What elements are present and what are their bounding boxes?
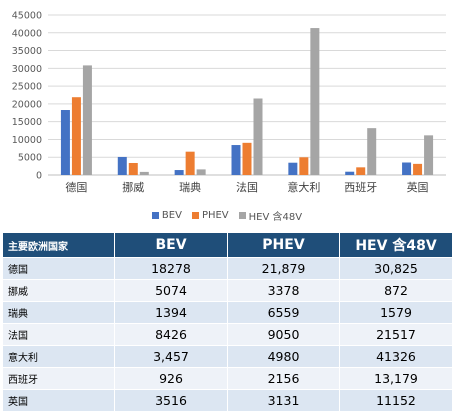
bar-bev [288,162,298,175]
y-tick-label: 15000 [12,117,42,128]
bar-phev [185,151,195,175]
cell-hev: 872 [339,279,453,302]
table-row: 意大利 3,457 4980 41326 [2,345,453,368]
x-tick-label: 挪威 [122,180,144,194]
cell-hev: 30,825 [339,257,453,280]
y-tick-label: 20000 [12,99,42,110]
legend-swatch [191,211,199,219]
y-tick-label: 30000 [12,64,42,75]
table-row: 挪威 5074 3378 872 [2,279,453,302]
bar-hev [310,28,320,175]
bar-bev [402,162,412,175]
bar-hev [82,65,92,175]
table-row: 瑞典 1394 6559 1579 [2,301,453,324]
bar-phev [242,142,252,175]
y-tick-label: 45000 [12,11,42,22]
cell-country: 英国 [2,389,115,412]
table-row: 英国 3516 3131 11152 [2,389,453,412]
legend-swatch [238,211,246,219]
cell-country: 意大利 [2,345,115,368]
x-tick-label: 瑞典 [179,180,201,194]
y-tick-label: 40000 [12,28,42,39]
x-tick-label: 意大利 [287,180,320,194]
cell-country: 挪威 [2,279,115,302]
legend-item: BEV [151,209,182,221]
bar-bev [60,110,70,175]
cell-hev: 1579 [339,301,453,324]
y-tick-label: 10000 [12,135,42,146]
table-header-row: 主要欧洲国家 BEV PHEV HEV 含48V [2,232,453,258]
y-tick-label: 5000 [18,153,42,164]
cell-bev: 18278 [114,257,228,280]
bar-hev [424,135,434,175]
cell-phev: 2156 [227,367,340,390]
cell-country: 瑞典 [2,301,115,324]
bar-chart: 0 5000 10000 15000 20000 25000 30000 35000 40000… [0,11,454,223]
cell-country: 德国 [2,257,115,280]
chart-plot: 0 5000 10000 15000 20000 25000 30000 35000 40000… [12,11,446,194]
legend-item: PHEV [191,209,229,221]
column-header-hev: HEV 含48V [339,232,453,258]
cell-country: 法国 [2,323,115,346]
x-tick-label: 法国 [236,180,258,194]
bar-phev [356,167,366,175]
x-tick-label: 西班牙 [344,181,377,194]
y-tick-label: 0 [36,171,42,182]
bar-bev [174,170,184,175]
legend-swatch [151,211,159,219]
table-row: 德国 18278 21,879 30,825 [2,257,453,280]
cell-country: 西班牙 [2,367,115,390]
y-tick-label: 25000 [12,82,42,93]
cell-phev: 9050 [227,323,340,346]
bar-phev [128,162,138,175]
bar-hev [196,169,206,175]
cell-hev: 21517 [339,323,453,346]
cell-bev: 926 [114,367,228,390]
cell-phev: 4980 [227,345,340,368]
cell-hev: 11152 [339,389,453,412]
chart-legend: BEV PHEV HEV 含48V [0,208,454,223]
cell-phev: 3378 [227,279,340,302]
x-tick-label: 英国 [407,180,429,194]
bar-phev [413,163,423,175]
x-tick-label: 德国 [65,180,87,194]
bar-hev [253,98,263,175]
column-header-bev: BEV [114,232,228,258]
cell-phev: 6559 [227,301,340,324]
bar-bev [231,145,241,175]
cell-phev: 21,879 [227,257,340,280]
bar-phev [299,157,309,175]
cell-bev: 1394 [114,301,228,324]
legend-label: HEV 含48V [248,211,303,223]
bar-bev [345,171,355,175]
column-header-country: 主要欧洲国家 [2,232,115,258]
cell-hev: 41326 [339,345,453,368]
cell-bev: 3,457 [114,345,228,368]
column-header-phev: PHEV [227,232,340,258]
table-row: 西班牙 926 2156 13,179 [2,367,453,390]
bar-phev [71,97,81,175]
cell-bev: 5074 [114,279,228,302]
legend-label: BEV [161,209,182,221]
cell-bev: 8426 [114,323,228,346]
bar-hev [139,171,149,175]
cell-hev: 13,179 [339,367,453,390]
bar-hev [367,128,377,175]
cell-phev: 3131 [227,389,340,412]
y-tick-label: 35000 [12,46,42,57]
bar-bev [117,156,127,175]
data-table: 主要欧洲国家 BEV PHEV HEV 含48V 德国 18278 21,879 30… [2,232,453,412]
cell-bev: 3516 [114,389,228,412]
legend-item: HEV 含48V [238,208,303,223]
table-row: 法国 8426 9050 21517 [2,323,453,346]
legend-label: PHEV [201,209,229,221]
